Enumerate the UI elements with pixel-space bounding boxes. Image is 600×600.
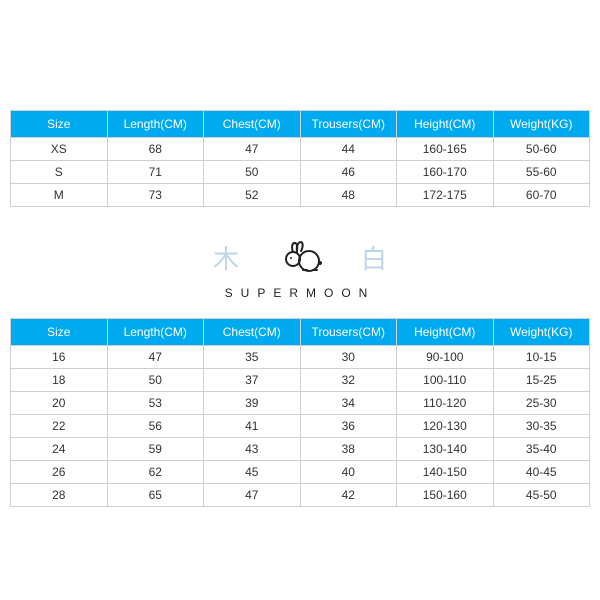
cell-height: 160-170 (397, 161, 494, 184)
cell-weight: 60-70 (493, 184, 590, 207)
cell-trousers: 38 (300, 438, 397, 461)
cell-length: 47 (107, 346, 204, 369)
cell-chest: 43 (204, 438, 301, 461)
table-row: 22 56 41 36 120-130 30-35 (11, 415, 590, 438)
col-length: Length(CM) (107, 319, 204, 346)
brand-logo-block: 木 (0, 235, 600, 300)
cell-chest: 47 (204, 138, 301, 161)
cell-height: 140-150 (397, 461, 494, 484)
col-size: Size (11, 319, 108, 346)
cell-size: 26 (11, 461, 108, 484)
table-row: 16 47 35 30 90-100 10-15 (11, 346, 590, 369)
table-row: S 71 50 46 160-170 55-60 (11, 161, 590, 184)
col-chest: Chest(CM) (204, 111, 301, 138)
cell-height: 130-140 (397, 438, 494, 461)
table-row: 28 65 47 42 150-160 45-50 (11, 484, 590, 507)
rabbit-icon (265, 235, 335, 280)
col-weight: Weight(KG) (493, 319, 590, 346)
cell-trousers: 46 (300, 161, 397, 184)
logo-row: 木 (0, 235, 600, 280)
col-trousers: Trousers(CM) (300, 319, 397, 346)
size-table-adult: Size Length(CM) Chest(CM) Trousers(CM) H… (10, 110, 590, 207)
cell-height: 90-100 (397, 346, 494, 369)
cell-chest: 41 (204, 415, 301, 438)
table-row: 24 59 43 38 130-140 35-40 (11, 438, 590, 461)
cell-weight: 55-60 (493, 161, 590, 184)
cell-chest: 37 (204, 369, 301, 392)
table-header-row: Size Length(CM) Chest(CM) Trousers(CM) H… (11, 111, 590, 138)
kids-tbody: 16 47 35 30 90-100 10-15 18 50 37 32 100… (11, 346, 590, 507)
cell-weight: 10-15 (493, 346, 590, 369)
table-row: XS 68 47 44 160-165 50-60 (11, 138, 590, 161)
table-row: 20 53 39 34 110-120 25-30 (11, 392, 590, 415)
cell-size: M (11, 184, 108, 207)
cell-trousers: 32 (300, 369, 397, 392)
cell-trousers: 42 (300, 484, 397, 507)
logo-right-char: 白 (361, 239, 387, 276)
cell-chest: 50 (204, 161, 301, 184)
col-trousers: Trousers(CM) (300, 111, 397, 138)
col-weight: Weight(KG) (493, 111, 590, 138)
col-chest: Chest(CM) (204, 319, 301, 346)
col-size: Size (11, 111, 108, 138)
adult-tbody: XS 68 47 44 160-165 50-60 S 71 50 46 160… (11, 138, 590, 207)
table-row: 18 50 37 32 100-110 15-25 (11, 369, 590, 392)
cell-length: 65 (107, 484, 204, 507)
page: Size Length(CM) Chest(CM) Trousers(CM) H… (0, 0, 600, 600)
cell-length: 73 (107, 184, 204, 207)
logo-left-char: 木 (213, 239, 239, 276)
col-height: Height(CM) (397, 111, 494, 138)
cell-weight: 45-50 (493, 484, 590, 507)
cell-length: 62 (107, 461, 204, 484)
table-row: 26 62 45 40 140-150 40-45 (11, 461, 590, 484)
cell-size: 16 (11, 346, 108, 369)
cell-length: 50 (107, 369, 204, 392)
cell-size: XS (11, 138, 108, 161)
cell-height: 110-120 (397, 392, 494, 415)
cell-size: 22 (11, 415, 108, 438)
cell-trousers: 48 (300, 184, 397, 207)
cell-chest: 52 (204, 184, 301, 207)
size-table-kids: Size Length(CM) Chest(CM) Trousers(CM) H… (10, 318, 590, 507)
col-length: Length(CM) (107, 111, 204, 138)
col-height: Height(CM) (397, 319, 494, 346)
cell-weight: 30-35 (493, 415, 590, 438)
cell-size: S (11, 161, 108, 184)
table-header-row: Size Length(CM) Chest(CM) Trousers(CM) H… (11, 319, 590, 346)
cell-height: 100-110 (397, 369, 494, 392)
cell-trousers: 36 (300, 415, 397, 438)
cell-chest: 45 (204, 461, 301, 484)
cell-trousers: 34 (300, 392, 397, 415)
cell-length: 71 (107, 161, 204, 184)
table-row: M 73 52 48 172-175 60-70 (11, 184, 590, 207)
cell-length: 53 (107, 392, 204, 415)
cell-size: 20 (11, 392, 108, 415)
cell-weight: 35-40 (493, 438, 590, 461)
cell-height: 160-165 (397, 138, 494, 161)
cell-trousers: 30 (300, 346, 397, 369)
cell-weight: 15-25 (493, 369, 590, 392)
cell-height: 150-160 (397, 484, 494, 507)
cell-height: 120-130 (397, 415, 494, 438)
cell-trousers: 44 (300, 138, 397, 161)
cell-weight: 25-30 (493, 392, 590, 415)
cell-length: 68 (107, 138, 204, 161)
cell-chest: 35 (204, 346, 301, 369)
cell-size: 28 (11, 484, 108, 507)
cell-size: 18 (11, 369, 108, 392)
cell-trousers: 40 (300, 461, 397, 484)
cell-weight: 40-45 (493, 461, 590, 484)
cell-length: 59 (107, 438, 204, 461)
cell-chest: 47 (204, 484, 301, 507)
brand-name: SUPERMOON (0, 286, 600, 300)
cell-chest: 39 (204, 392, 301, 415)
cell-size: 24 (11, 438, 108, 461)
cell-length: 56 (107, 415, 204, 438)
cell-height: 172-175 (397, 184, 494, 207)
cell-weight: 50-60 (493, 138, 590, 161)
